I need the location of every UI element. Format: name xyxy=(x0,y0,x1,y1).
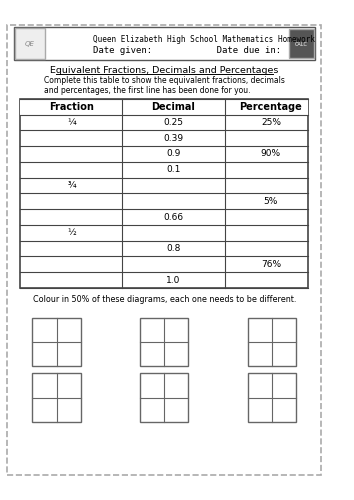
Text: 0.8: 0.8 xyxy=(166,244,181,253)
Bar xyxy=(14,28,315,60)
Bar xyxy=(15,28,45,59)
Text: Colour in 50% of these diagrams, each one needs to be different.: Colour in 50% of these diagrams, each on… xyxy=(33,294,296,304)
Text: Equivalent Fractions, Decimals and Percentages: Equivalent Fractions, Decimals and Perce… xyxy=(50,66,278,76)
Text: 25%: 25% xyxy=(261,118,281,127)
Text: 0.39: 0.39 xyxy=(164,134,184,142)
Bar xyxy=(21,99,308,114)
Text: CALC: CALC xyxy=(295,42,308,46)
Text: 76%: 76% xyxy=(261,260,281,269)
Text: ¼: ¼ xyxy=(67,118,76,127)
Text: 1.0: 1.0 xyxy=(166,276,181,284)
Text: QE: QE xyxy=(25,41,35,47)
Bar xyxy=(248,374,296,422)
Text: Percentage: Percentage xyxy=(240,102,302,112)
Bar xyxy=(140,374,188,422)
Text: 90%: 90% xyxy=(261,150,281,158)
Text: ¾: ¾ xyxy=(67,181,76,190)
Text: Fraction: Fraction xyxy=(49,102,94,112)
Bar xyxy=(33,374,81,422)
Text: 0.1: 0.1 xyxy=(166,165,181,174)
Bar xyxy=(248,318,296,366)
Text: ½: ½ xyxy=(67,228,76,237)
Text: Decimal: Decimal xyxy=(152,102,195,112)
Bar xyxy=(21,99,308,288)
Text: 0.66: 0.66 xyxy=(164,212,184,222)
Bar xyxy=(289,29,314,58)
Bar xyxy=(140,318,188,366)
Text: Date given:            Date due in:: Date given: Date due in: xyxy=(93,46,281,55)
Text: 0.9: 0.9 xyxy=(166,150,181,158)
Text: Queen Elizabeth High School Mathematics Homework: Queen Elizabeth High School Mathematics … xyxy=(93,35,315,44)
Text: Complete this table to show the equivalent fractions, decimals
and percentages, : Complete this table to show the equivale… xyxy=(44,76,285,96)
Text: 0.25: 0.25 xyxy=(164,118,183,127)
Bar xyxy=(33,318,81,366)
Text: 5%: 5% xyxy=(264,197,278,206)
